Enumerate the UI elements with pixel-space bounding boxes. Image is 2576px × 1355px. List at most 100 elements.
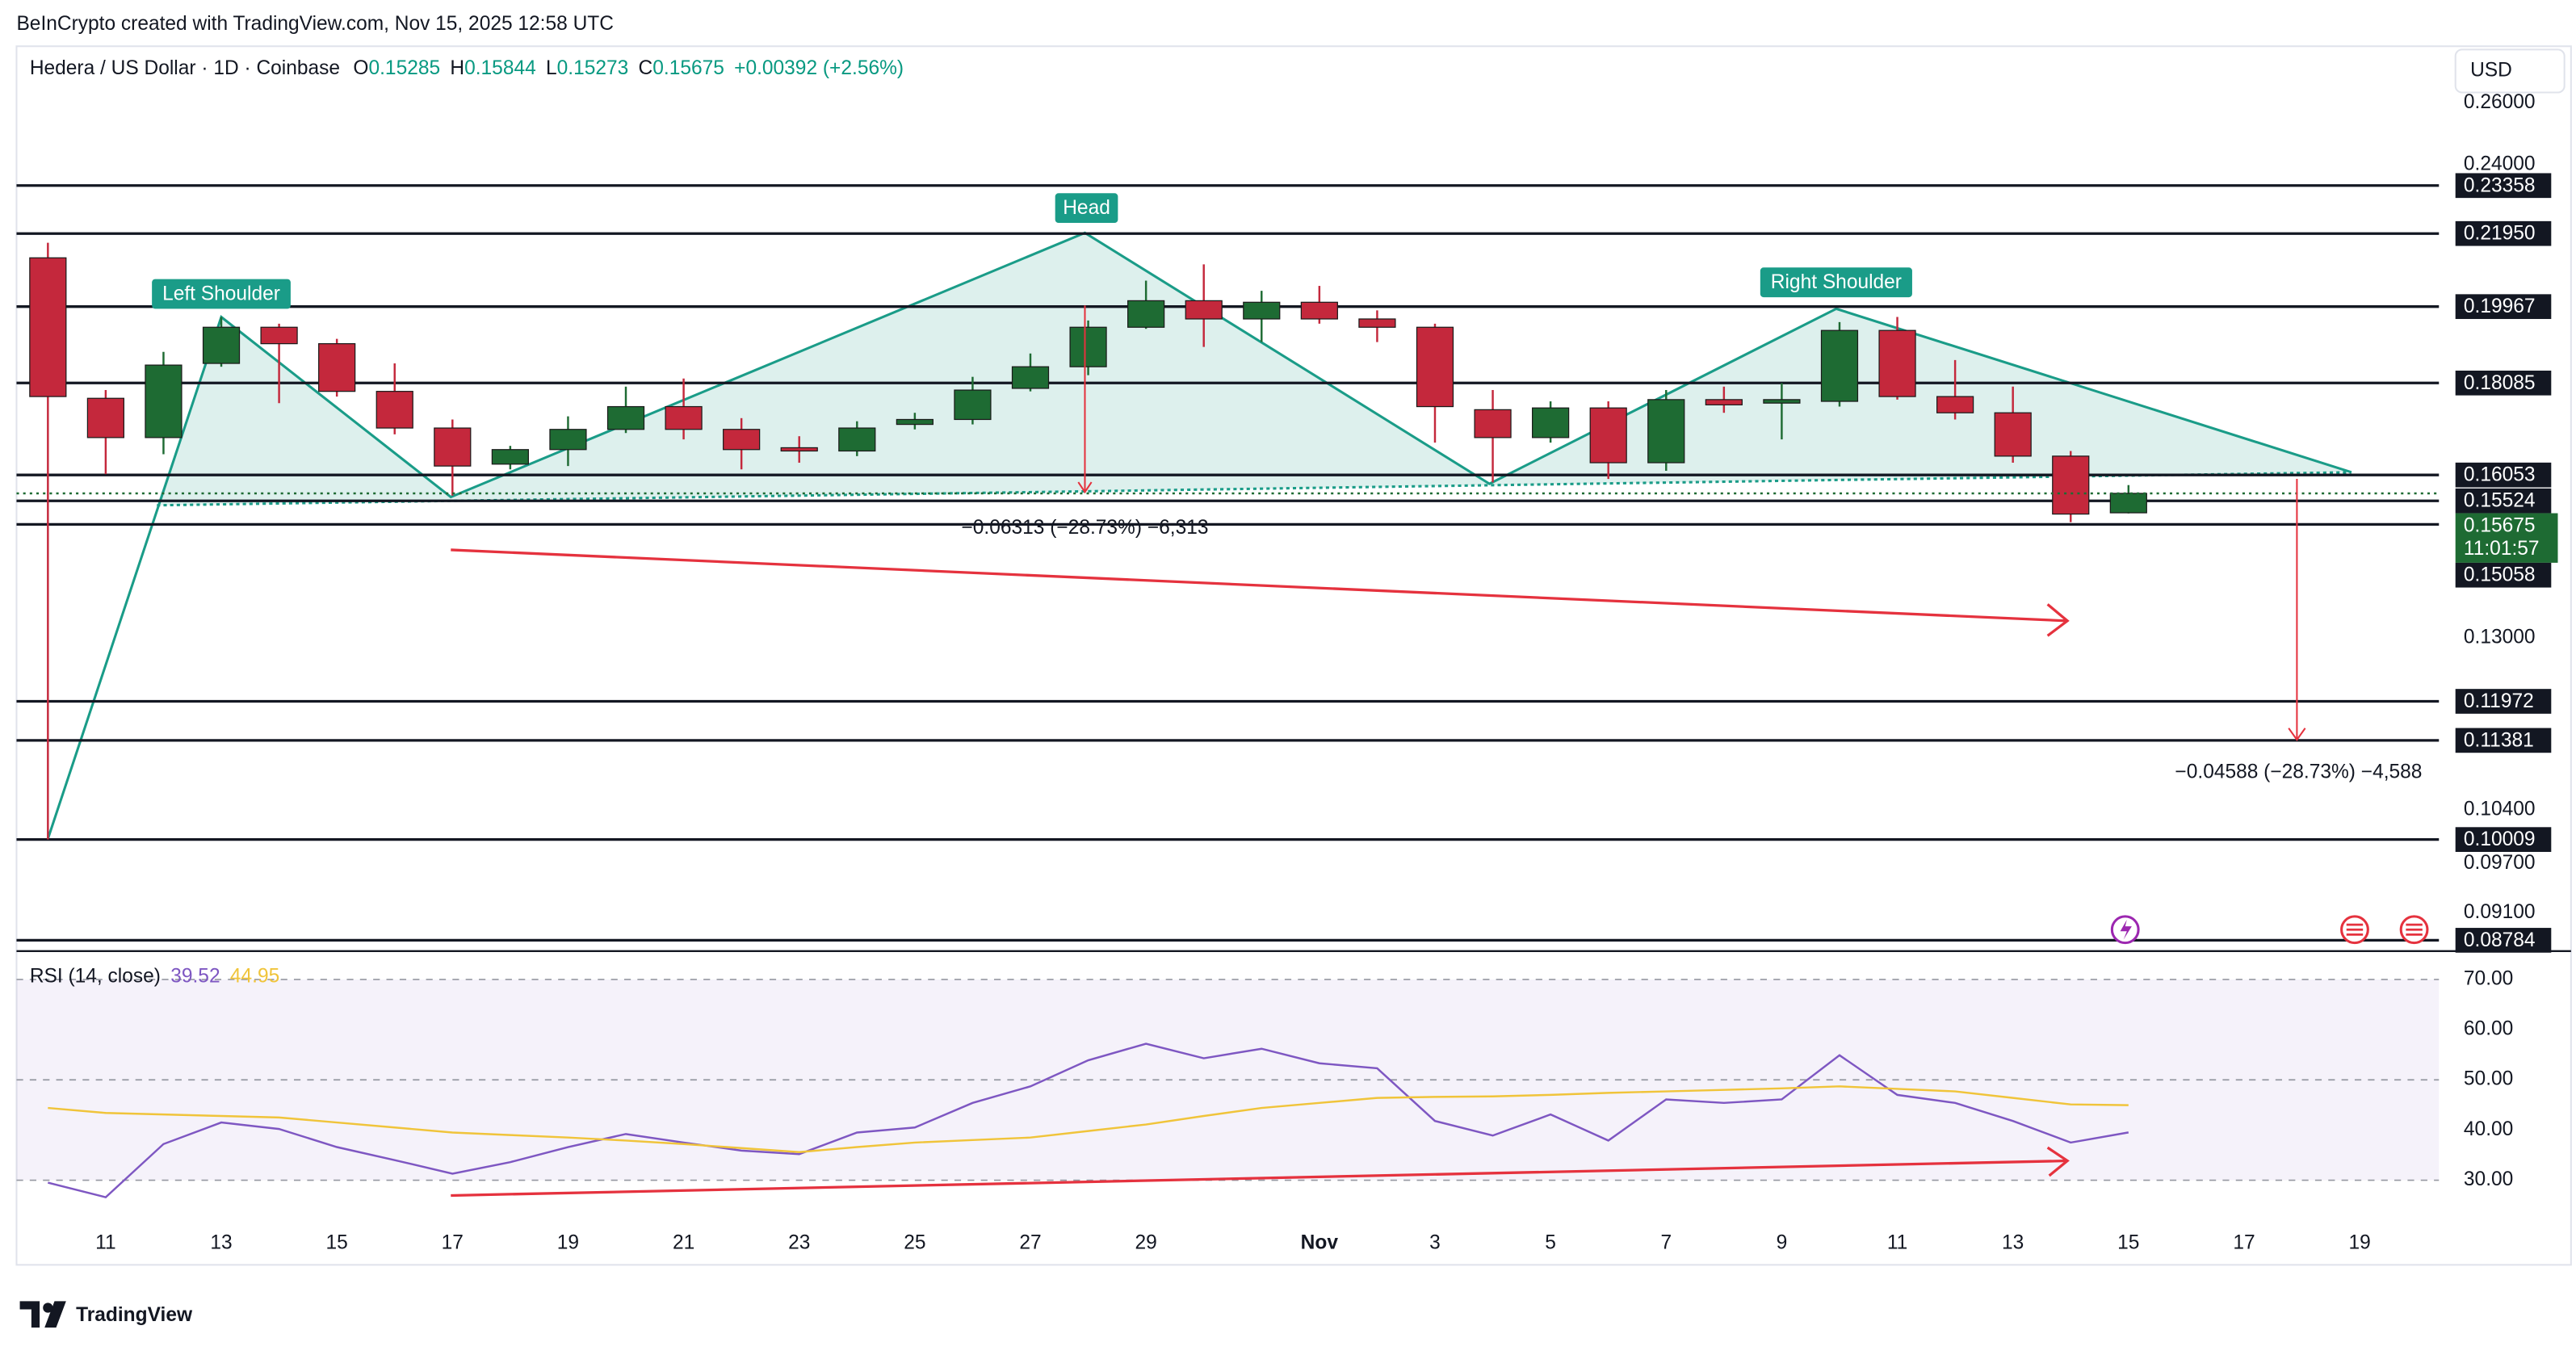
x-tick-label: 15	[2117, 1231, 2139, 1253]
low-value: 0.15273	[557, 57, 629, 79]
candle-body	[1878, 329, 1916, 397]
candle-body	[1300, 301, 1338, 320]
measure-label: −0.06313 (−28.73%) −6,313	[961, 517, 1208, 539]
level-label: 0.23358	[2464, 174, 2536, 196]
currency: USD	[2470, 59, 2512, 81]
label-box	[152, 279, 291, 309]
candle-body	[1994, 412, 2032, 457]
credit: BeInCrypto created with TradingView.com,…	[16, 13, 614, 35]
logo: TradingView	[19, 1301, 193, 1328]
close-label: C	[639, 57, 653, 79]
symbol: Hedera / US Dollar · 1D · Coinbase	[30, 57, 340, 79]
measure-label: −0.04588 (−28.73%) −4,588	[2175, 761, 2422, 782]
open-label: O	[353, 57, 368, 79]
rsi-tick-label: 60.00	[2464, 1018, 2513, 1040]
currency-button[interactable]	[2454, 48, 2566, 94]
x-tick-label: Nov	[1301, 1231, 1339, 1253]
x-tick-label: 19	[557, 1231, 579, 1253]
candle-body	[780, 447, 818, 452]
pattern-fill	[157, 233, 2352, 506]
x-tick-label: 21	[673, 1231, 694, 1253]
pattern-label: Head	[1063, 197, 1110, 219]
y-tick-label: 0.09100	[2464, 901, 2536, 923]
level-label-box	[2455, 462, 2552, 488]
candle-body	[1532, 407, 1570, 438]
level-label: 0.11972	[2464, 690, 2534, 712]
candle-body	[2109, 493, 2147, 514]
open-value: 0.15285	[368, 57, 440, 79]
candle-body	[838, 427, 876, 452]
high-label: H	[450, 57, 464, 79]
level-label: 0.18085	[2464, 372, 2536, 394]
candle-body	[1820, 329, 1859, 402]
label-box	[1760, 267, 1912, 298]
candle-body	[954, 389, 992, 421]
arrow-head	[2288, 728, 2306, 741]
candle-body	[1647, 399, 1685, 464]
rsi-legend-item: 44.95	[230, 966, 279, 988]
x-tick-label: 7	[1660, 1231, 1672, 1253]
candle-body	[1416, 326, 1454, 408]
rsi-legend: RSI (14, close) 39.52 44.95	[30, 966, 279, 988]
price-label: 0.15675	[2464, 514, 2536, 536]
flag	[2406, 923, 2423, 936]
candle-body	[1474, 409, 1512, 438]
level-label-box	[2455, 488, 2552, 514]
level-label-box	[2455, 728, 2552, 753]
level-label-box	[2455, 928, 2552, 953]
candle-body	[665, 405, 703, 430]
trend-arrow	[451, 548, 2068, 623]
candle-body	[260, 326, 298, 345]
candle-body	[145, 364, 183, 438]
level-label-box	[2455, 220, 2552, 246]
lightning	[2120, 919, 2132, 940]
x-tick-label: 11	[95, 1231, 115, 1253]
candle-body	[723, 429, 761, 451]
x-tick-label: 15	[326, 1231, 348, 1253]
candle-body	[491, 449, 529, 465]
price-axis: 0.26000 0.24000 0.13000 0.10400 0.09700 0.091…	[95, 91, 2558, 1253]
event-icons	[2110, 915, 2429, 945]
plot	[16, 184, 2440, 1198]
rsi-legend-item: RSI (14, close)	[30, 966, 161, 988]
rsi-line	[48, 1042, 2129, 1198]
candle-body	[1243, 301, 1281, 320]
x-tick-label: 11	[1887, 1231, 1907, 1253]
y-tick-label: 0.24000	[2464, 153, 2536, 174]
candle-body	[1589, 407, 1627, 464]
candle-body	[318, 343, 356, 392]
candle-body	[1127, 300, 1165, 328]
x-tick-label: 3	[1429, 1231, 1441, 1253]
y-tick-label: 0.13000	[2464, 626, 2536, 648]
pattern-label: Right Shoulder	[1771, 271, 1902, 293]
candle-body	[375, 391, 413, 429]
logo-dot	[43, 1303, 53, 1313]
x-tick-label: 25	[904, 1231, 925, 1253]
level-label: 0.08784	[2464, 929, 2536, 951]
x-tick-label: 27	[1019, 1231, 1041, 1253]
candle-body	[1069, 326, 1107, 367]
level-label-box	[2455, 689, 2552, 714]
countdown: 11:01:57	[2464, 538, 2540, 560]
level-label-box	[2455, 370, 2552, 396]
candle-body	[1358, 318, 1396, 328]
rsi-tick-label: 30.00	[2464, 1168, 2513, 1190]
candle-body	[549, 429, 587, 451]
annotations: Left Shoulder Head Right Shoulder −0.063…	[152, 193, 2422, 782]
arrow-head	[2046, 1146, 2070, 1177]
rsi-tick-label: 50.00	[2464, 1068, 2513, 1090]
drawings	[451, 305, 2306, 1198]
level-label: 0.19967	[2464, 296, 2536, 317]
level-label: 0.10009	[2464, 829, 2536, 850]
frame	[15, 45, 2572, 1266]
level-label: 0.11381	[2464, 729, 2534, 751]
level-label: 0.15058	[2464, 564, 2536, 586]
level-label: 0.15524	[2464, 490, 2536, 512]
level-label: 0.21950	[2464, 223, 2536, 245]
level-label-box	[2455, 173, 2552, 199]
candle-body	[896, 418, 933, 426]
price-label-box	[2455, 513, 2558, 563]
rsi-legend-item: 39.52	[170, 966, 220, 988]
candle-body	[86, 397, 124, 438]
